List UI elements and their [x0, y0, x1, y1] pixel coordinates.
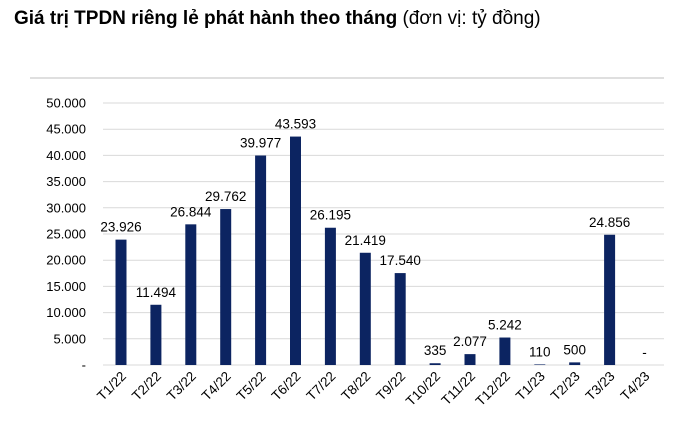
bar [394, 273, 406, 365]
bar [324, 227, 336, 365]
x-tick-label: T2/22 [129, 369, 164, 404]
data-label: 24.856 [589, 215, 630, 230]
bar [290, 136, 301, 365]
data-label: 335 [424, 343, 447, 358]
x-tick-label: T4/23 [618, 369, 653, 404]
x-tick-label: T4/22 [199, 369, 234, 404]
data-label: 26.195 [310, 208, 351, 223]
x-tick-label: T6/22 [269, 369, 304, 404]
bar [185, 224, 197, 365]
data-label: 29.762 [205, 189, 246, 204]
bars [115, 136, 616, 365]
data-label: 110 [529, 344, 551, 359]
bar [220, 209, 232, 365]
y-tick-label: 30.000 [46, 200, 86, 215]
x-tick-label: T8/22 [338, 369, 373, 404]
data-label: 23.926 [100, 220, 141, 235]
x-tick-label: T3/23 [583, 369, 618, 404]
data-label: 500 [563, 342, 586, 357]
bar [429, 363, 441, 365]
bar [534, 364, 546, 365]
y-tick-label: 50.000 [46, 96, 86, 111]
x-tick-label: T2/23 [548, 369, 583, 404]
x-tick-label: T1/22 [94, 369, 129, 404]
data-label: - [642, 345, 647, 360]
bar [115, 239, 127, 365]
x-tick-label: T5/22 [234, 369, 269, 404]
bar [499, 337, 511, 365]
chart-title-unit: (đơn vị: tỷ đồng) [402, 8, 541, 29]
y-tick-label: 15.000 [46, 279, 86, 294]
bar [604, 234, 616, 365]
y-tick-label: - [82, 358, 86, 373]
y-tick-label: 5.000 [53, 331, 86, 346]
data-label: 26.844 [170, 204, 212, 219]
y-tick-label: 40.000 [46, 148, 86, 163]
data-label: 17.540 [380, 253, 421, 268]
x-tick-label: T1/23 [513, 369, 548, 404]
chart-title: Giá trị TPDN riêng lẻ phát hành theo thá… [14, 8, 541, 30]
data-label: 43.593 [275, 117, 316, 132]
x-tick-label: T10/22 [403, 369, 443, 409]
bar [464, 354, 476, 365]
bar [255, 155, 267, 365]
y-tick-label: 25.000 [46, 227, 86, 242]
bar [569, 362, 581, 365]
data-label: 2.077 [453, 334, 487, 349]
data-label: 21.419 [345, 233, 386, 248]
x-axis-ticks: T1/22 T2/22 T3/22 T4/22 T5/22 T6/22 T7/22 T8/22… [94, 369, 653, 409]
y-tick-label: 45.000 [46, 122, 86, 137]
data-label: 39.977 [240, 136, 281, 151]
x-tick-label: T12/22 [473, 369, 513, 409]
x-tick-label: T3/22 [164, 369, 199, 404]
bar [150, 304, 162, 365]
y-axis-ticks: - 5.000 10.000 15.000 20.000 25.000 30.000 35.0… [46, 96, 86, 373]
data-label: 11.494 [136, 285, 177, 300]
x-tick-label: T7/22 [303, 369, 338, 404]
data-label: 5.242 [488, 318, 522, 333]
bar [359, 252, 371, 365]
x-tick-label: T11/22 [439, 369, 479, 409]
y-tick-label: 10.000 [46, 305, 86, 320]
y-tick-label: 35.000 [46, 174, 86, 189]
chart-title-main: Giá trị TPDN riêng lẻ phát hành theo thá… [14, 8, 398, 29]
y-tick-label: 20.000 [46, 253, 86, 268]
